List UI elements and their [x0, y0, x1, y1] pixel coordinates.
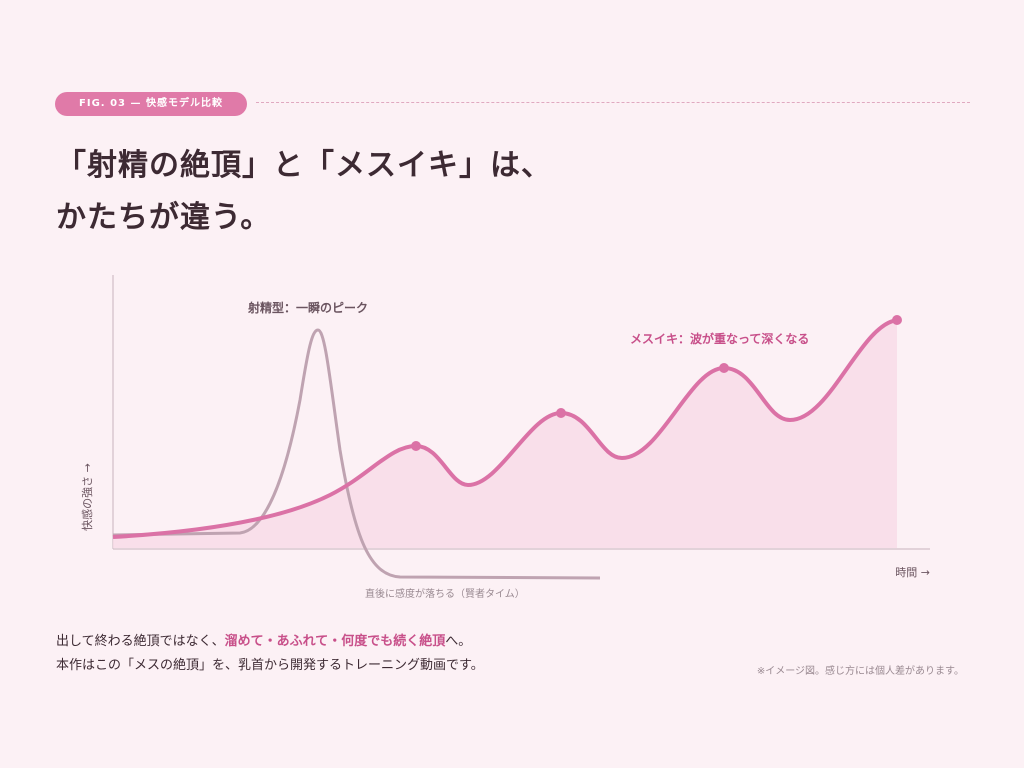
title-line: 「射精の絶頂」と「メスイキ」は、 [56, 148, 552, 183]
title-line: かたちが違う。 [56, 200, 272, 235]
title: 「射精の絶頂」と「メスイキ」は、 かたちが違う。 [56, 140, 552, 244]
figure-tag: FIG. 03 — 快感モデル比較 [55, 92, 247, 116]
body-text: へ。 [445, 634, 472, 649]
note: ※イメージ図。感じ方には個人差があります。 [756, 666, 964, 677]
peak-dot [892, 315, 902, 325]
after-label: 直後に感度が落ちる（賢者タイム） [365, 587, 525, 600]
peak-dot [556, 408, 566, 418]
body-line: 本作はこの「メスの絶頂」を、乳首から開発するトレーニング動画です。 [56, 658, 484, 673]
body-text: 出して終わる絶頂ではなく、 [56, 634, 225, 649]
y-axis-label: 快感の強さ → [81, 463, 94, 531]
ejaculation-curve [112, 328, 601, 580]
area-fill [113, 320, 897, 548]
ejaculation-label: 射精型：一瞬のピーク [247, 300, 368, 315]
peak-dot [719, 363, 729, 373]
mesuiki-label: メスイキ：波が重なって深くなる [630, 331, 809, 346]
body-highlight: 溜めて・あふれて・何度でも続く絶頂 [224, 634, 446, 649]
peak-dot [411, 441, 421, 451]
x-axis-label: 時間 → [895, 566, 930, 579]
body-line: 出して終わる絶頂ではなく、溜めて・あふれて・何度でも続く絶頂へ。 [56, 630, 484, 654]
divider [256, 102, 970, 103]
body: 出して終わる絶頂ではなく、溜めて・あふれて・何度でも続く絶頂へ。 本作はこの「メ… [56, 630, 484, 678]
